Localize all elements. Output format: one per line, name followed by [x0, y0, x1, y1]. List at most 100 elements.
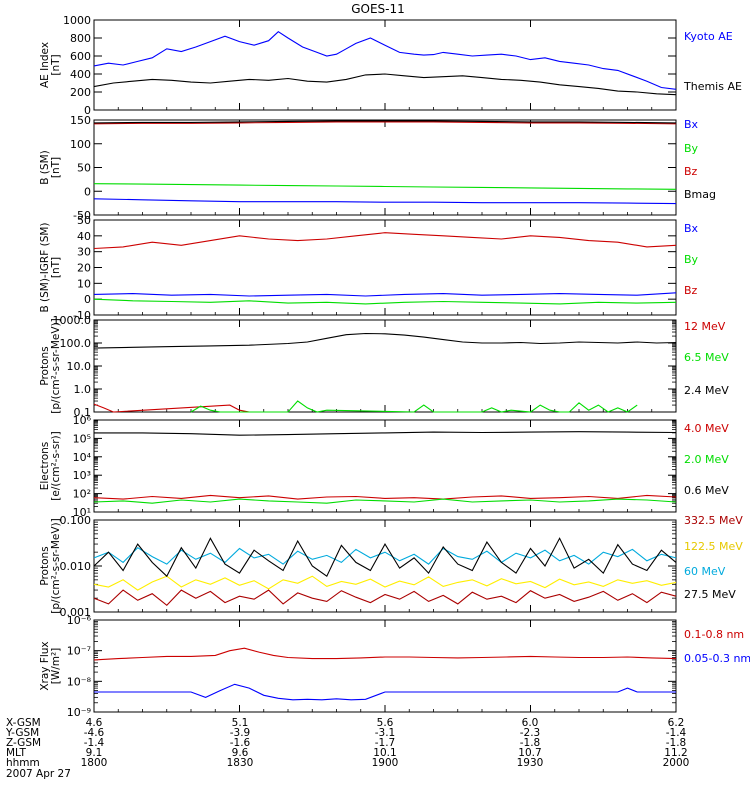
footer-value: -1.4 — [84, 737, 105, 749]
footer-value: 1800 — [81, 757, 108, 769]
series-line-122-5-mev — [93, 575, 677, 591]
footer-value: -3.9 — [230, 727, 251, 739]
y-tick-label: -10 — [73, 309, 91, 322]
footer-value: 4.6 — [86, 717, 103, 729]
footer-value: -1.4 — [666, 727, 687, 739]
footer-value: 5.1 — [232, 717, 249, 729]
footer-date: 2007 Apr 27 — [6, 768, 71, 780]
footer-value: 6.0 — [522, 717, 539, 729]
series-line-12-mev — [93, 403, 250, 413]
footer-value: -3.1 — [375, 727, 396, 739]
y-axis-label: [nT] — [50, 157, 62, 178]
series-line-bz — [93, 121, 677, 125]
y-axis-label: [nT] — [50, 257, 62, 278]
footer-row-label: hhmm — [6, 757, 40, 769]
series-line-by — [93, 298, 677, 305]
footer-value: -1.8 — [520, 737, 541, 749]
y-tick-label: 10 — [77, 277, 91, 290]
panel-frame — [93, 619, 677, 713]
series-line-2-0-mev — [93, 498, 677, 504]
panel-6: 0.001 0.010 0.100 Protons [p/(cm²-s-sr-MeV)]… — [39, 514, 743, 619]
footer-value: 11.2 — [664, 747, 687, 759]
legend-label: 27.5 MeV — [684, 588, 736, 601]
y-tick-label: 800 — [70, 32, 91, 45]
panel-frame — [93, 519, 677, 613]
y-tick-label: 1000.0 — [53, 314, 92, 327]
legend-label: Bz — [684, 165, 698, 178]
footer-value: 5.6 — [377, 717, 394, 729]
footer-value: 9.6 — [232, 747, 249, 759]
y-tick-label: 0.1 — [74, 406, 92, 419]
y-tick-label: 10¹ — [73, 506, 91, 519]
legend-label: 4.0 MeV — [684, 422, 729, 435]
footer-row-label: Y-GSM — [5, 727, 39, 739]
series-line-2-4-mev — [93, 332, 677, 349]
series-line-0-6-mev — [94, 431, 677, 436]
ephemeris-footer: X-GSMY-GSMZ-GSMMLThhmm4.6-4.6-1.49.11800… — [5, 717, 689, 780]
series-line-by — [93, 183, 677, 190]
legend-label: Kyoto AE — [684, 30, 733, 43]
y-tick-label: 0.100 — [60, 514, 92, 527]
y-axis-label: B (SM) — [39, 150, 51, 184]
series-line-6-5-mev — [190, 400, 638, 413]
series-line-27-5-mev — [93, 537, 677, 578]
footer-value: 1930 — [517, 757, 544, 769]
footer-row-label: MLT — [6, 747, 26, 759]
legend-label: 122.5 MeV — [684, 540, 743, 553]
series-line-bx — [93, 292, 677, 297]
y-axis-label: Xray Flux — [39, 641, 51, 690]
footer-value: 10.7 — [518, 747, 541, 759]
chart-title: GOES-11 — [351, 2, 405, 16]
y-tick-label: 10³ — [73, 469, 91, 482]
y-tick-label: 0.010 — [60, 560, 92, 573]
series-line-332-5-mev — [93, 589, 677, 607]
y-axis-label: [W/m²] — [50, 648, 62, 685]
y-tick-label: -50 — [73, 209, 91, 222]
series-line-0-1-0-8-nm — [93, 647, 677, 661]
footer-value: -1.8 — [666, 737, 687, 749]
y-tick-label: 0 — [84, 293, 91, 306]
y-tick-label: 1.0 — [74, 383, 92, 396]
panel-5: 10¹ 10² 10³ 10⁴ 10⁵ 10⁶ Electrons [e/(cm²-s-sr)… — [39, 414, 729, 519]
series-line-themis-ae — [93, 73, 677, 96]
y-tick-label: 10⁻⁶ — [67, 614, 92, 627]
y-tick-label: 0 — [84, 185, 91, 198]
y-axis-label: AE Index — [39, 42, 51, 88]
series-line-bmag — [93, 120, 677, 124]
y-axis-label: [p/(cm²-s-sr-MeV)] — [50, 318, 62, 413]
y-axis-label: Protons — [39, 346, 51, 385]
legend-label: Bmag — [684, 188, 716, 201]
legend-label: By — [684, 142, 699, 155]
series-line-60-mev — [93, 547, 677, 565]
y-tick-label: 40 — [77, 230, 91, 243]
y-axis-label: [nT] — [50, 54, 62, 75]
y-tick-label: 10⁶ — [73, 414, 92, 427]
footer-value: -1.7 — [375, 737, 396, 749]
panel-frame — [93, 219, 677, 316]
panel-3: -10 0 10 20 30 40 50 B (SM)-IGRF (SM) [nT] Bx By Bz — [39, 214, 699, 322]
footer-value: 10.1 — [373, 747, 396, 759]
series-line-kyoto-ae — [93, 31, 677, 90]
legend-label: Bx — [684, 222, 699, 235]
footer-value: 2000 — [663, 757, 690, 769]
panel-7: 10⁻⁹ 10⁻⁸ 10⁻⁷ 10⁻⁶ Xray Flux [W/m²] 0.1-0.8 n… — [39, 614, 750, 719]
footer-row-label: Z-GSM — [6, 737, 41, 749]
footer-value: 6.2 — [668, 717, 685, 729]
footer-row-label: X-GSM — [6, 717, 41, 729]
series-line-4-0-mev — [93, 494, 677, 500]
panel-1: 0 200 400 600 800 1000 AE Index [nT] Kyoto AE The… — [39, 14, 742, 117]
legend-label: 12 MeV — [684, 320, 726, 333]
y-tick-label: 30 — [77, 246, 91, 259]
legend-label: Bz — [684, 284, 698, 297]
y-tick-label: 0 — [84, 104, 91, 117]
y-tick-label: 10⁻⁸ — [67, 675, 92, 688]
y-tick-label: 400 — [70, 68, 91, 81]
legend-label: Bx — [684, 118, 699, 131]
y-tick-label: 100 — [70, 138, 91, 151]
y-tick-label: 150 — [70, 114, 91, 127]
y-axis-label: [p/(cm²-s-sr-MeV)] — [50, 518, 62, 613]
legend-label: 332.5 MeV — [684, 514, 743, 527]
footer-value: -2.3 — [520, 727, 541, 739]
footer-value: -4.6 — [84, 727, 105, 739]
